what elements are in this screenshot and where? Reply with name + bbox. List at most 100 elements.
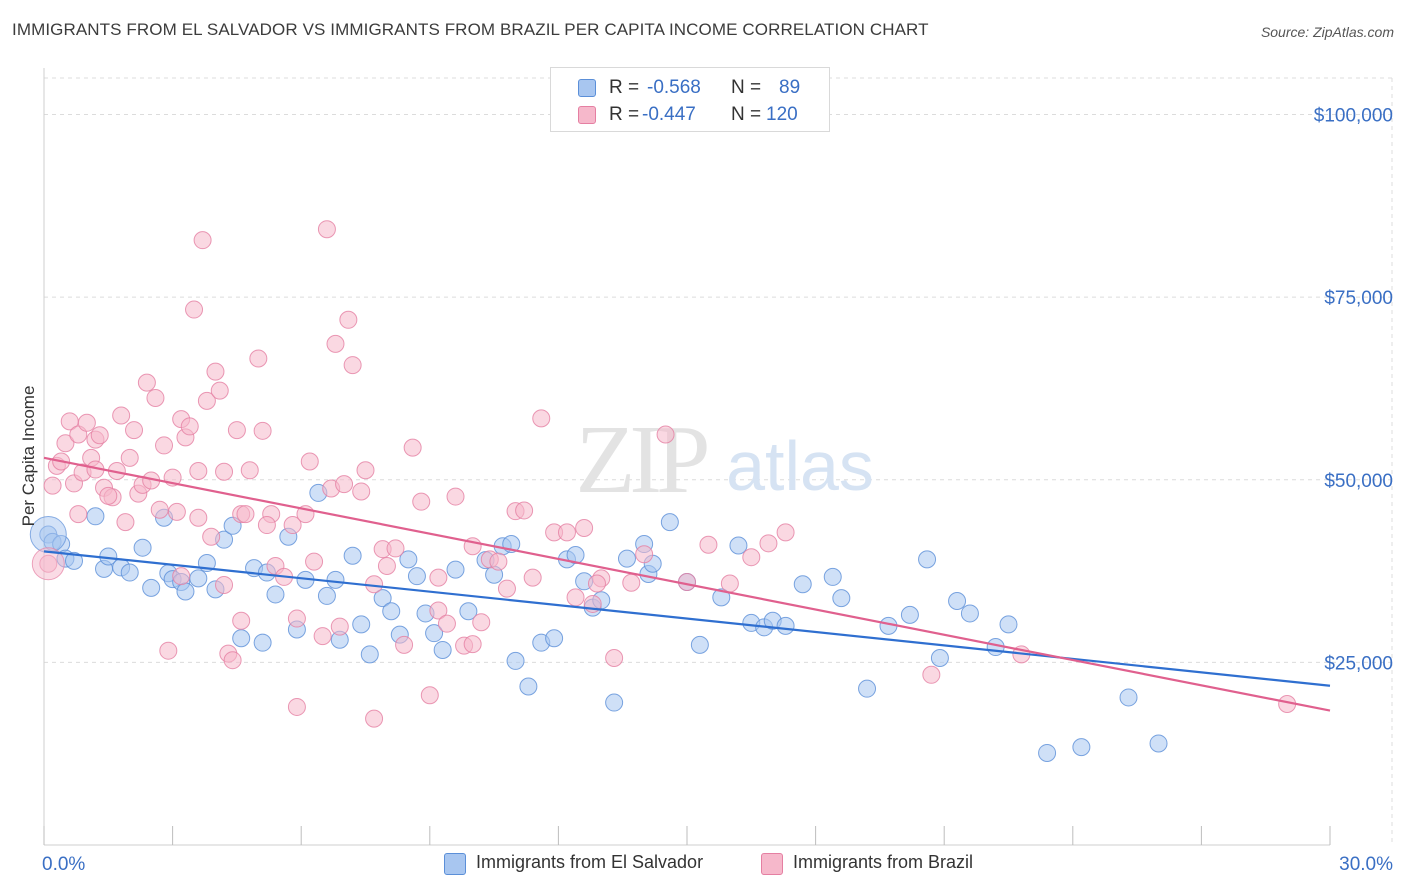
el-salvador-point [1072, 738, 1091, 757]
brazil-point [395, 635, 414, 654]
brazil-point [377, 556, 396, 575]
brazil-point [137, 373, 156, 392]
el-salvador-point [690, 635, 709, 654]
brazil-point [446, 487, 465, 506]
legend-r-value: -0.447 [642, 104, 696, 125]
el-salvador-point [326, 570, 345, 589]
el-salvador-point [317, 586, 336, 605]
brazil-point [532, 409, 551, 428]
watermark: ZIP atlas [576, 406, 874, 514]
brazil-point [150, 500, 169, 519]
brazil-point [69, 505, 88, 524]
el-salvador-point [407, 567, 426, 586]
el-salvador-point [960, 604, 979, 623]
brazil-point [283, 516, 302, 535]
brazil-point [253, 421, 272, 440]
el-salvador-point [65, 551, 84, 570]
stats-legend: R = -0.568 N = 89 R = -0.447 N = 120 [550, 67, 830, 132]
el-salvador-point [1119, 688, 1138, 707]
brazil-point [566, 588, 585, 607]
el-salvador-point [617, 549, 636, 568]
el-salvador-point [189, 569, 208, 588]
el-salvador-point [519, 677, 538, 696]
el-salvador-point [382, 602, 401, 621]
legend-row-el-salvador: R = -0.568 N = 89 [551, 73, 829, 101]
el-salvador-point [858, 679, 877, 698]
brazil-point [125, 421, 144, 440]
brazil-cluster-point [31, 547, 65, 581]
brazil-point [429, 568, 448, 587]
brazil-point [56, 434, 75, 453]
brazil-point [120, 448, 139, 467]
legend-row-brazil: R = -0.447 N = 120 [551, 100, 829, 128]
brazil-point [90, 426, 109, 445]
brazil-point [365, 709, 384, 728]
el-salvador-point [176, 582, 195, 601]
el-salvador-point [729, 536, 748, 555]
brazil-point [339, 310, 358, 329]
brazil-point [197, 391, 216, 410]
y-axis-label: Per Capita Income [19, 386, 38, 527]
brazil-point [523, 568, 542, 587]
bottom-legend-swatch-brazil [761, 853, 783, 875]
brazil-point [335, 475, 354, 494]
el-salvador-point [712, 588, 731, 607]
brazil-point [99, 486, 118, 505]
el-salvador-point [948, 592, 967, 611]
bottom-legend-label-el-salvador: Immigrants from El Salvador [476, 852, 704, 872]
brazil-point [326, 334, 345, 353]
x-tick-label: 30.0% [1339, 854, 1393, 875]
el-salvador-point [373, 589, 392, 608]
brazil-point [287, 609, 306, 628]
x-tick-label: 0.0% [42, 854, 85, 875]
bottom-legend-swatch-el-salvador [444, 853, 466, 875]
brazil-point [202, 527, 221, 546]
brazil-point [699, 535, 718, 554]
el-salvador-point [232, 629, 251, 648]
el-salvador-point [832, 589, 851, 608]
el-salvador-point [566, 546, 585, 565]
brazil-point [112, 406, 131, 425]
brazil-point [193, 231, 212, 250]
brazil-point [215, 575, 234, 594]
tick-labels: $25,000 $50,000 $75,000 $100,000 0.0% 30.0% [42, 106, 1393, 875]
el-salvador-point [660, 513, 679, 532]
axes [43, 68, 1331, 846]
brazil-point [313, 627, 332, 646]
brazil-point [720, 574, 739, 593]
el-salvador-point [352, 615, 371, 634]
brazil-point [189, 508, 208, 527]
legend-n-label: N = [731, 77, 762, 98]
brazil-point [412, 492, 431, 511]
brazil-point [240, 461, 259, 480]
el-salvador-point [253, 633, 272, 652]
gridlines [44, 77, 1393, 845]
el-salvador-point [459, 602, 478, 621]
brazil-point [227, 421, 246, 440]
brazil-point [257, 516, 276, 535]
brazil-point [317, 220, 336, 239]
el-salvador-point [86, 507, 105, 526]
brazil-point [472, 613, 491, 632]
el-salvador-point [343, 546, 362, 565]
trend-lines [43, 456, 1331, 712]
brazil-point [420, 686, 439, 705]
brazil-point [587, 574, 606, 593]
y-tick-label: $100,000 [1314, 106, 1393, 127]
legend-n-value: 120 [766, 104, 798, 125]
brazil-point [300, 452, 319, 471]
brazil-point [515, 501, 534, 520]
brazil-point [463, 635, 482, 654]
brazil-point [146, 388, 165, 407]
brazil-point [206, 362, 225, 381]
brazil-point [43, 476, 62, 495]
el-salvador-point [793, 575, 812, 594]
brazil-trend-line [43, 456, 1331, 712]
el-salvador-point [433, 640, 452, 659]
brazil-point [605, 648, 624, 667]
brazil-point [352, 482, 371, 501]
chart-title: IMMIGRANTS FROM EL SALVADOR VS IMMIGRANT… [12, 20, 929, 39]
brazil-point [185, 300, 204, 319]
legend-r-label: R = [609, 77, 640, 98]
brazil-point [656, 425, 675, 444]
